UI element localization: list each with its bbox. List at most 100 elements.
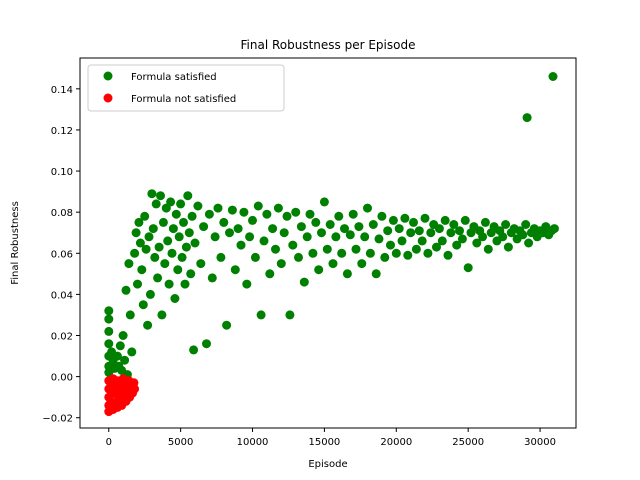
data-point bbox=[104, 314, 114, 324]
data-point bbox=[388, 215, 398, 225]
data-point bbox=[167, 248, 177, 258]
data-point bbox=[140, 211, 150, 221]
data-point bbox=[328, 259, 338, 269]
plot-frame bbox=[79, 57, 577, 429]
data-point bbox=[250, 252, 260, 262]
data-point bbox=[213, 203, 223, 213]
data-point bbox=[314, 265, 324, 275]
data-point bbox=[285, 310, 295, 320]
data-point bbox=[443, 250, 453, 260]
data-point bbox=[239, 207, 249, 217]
data-point bbox=[130, 384, 140, 394]
data-point bbox=[124, 259, 134, 269]
data-point bbox=[138, 300, 148, 310]
data-point bbox=[411, 244, 421, 254]
y-tick-label: 0.12 bbox=[51, 126, 73, 137]
data-point bbox=[478, 232, 488, 242]
data-point bbox=[279, 228, 289, 238]
y-tick-label: 0.04 bbox=[51, 290, 73, 301]
data-point bbox=[368, 220, 378, 229]
data-point bbox=[133, 279, 142, 289]
data-point bbox=[164, 279, 174, 289]
data-point bbox=[363, 203, 372, 213]
data-point bbox=[242, 279, 252, 289]
series-0 bbox=[104, 72, 559, 380]
data-point bbox=[233, 224, 243, 234]
data-point bbox=[548, 72, 558, 81]
data-point bbox=[426, 228, 436, 238]
data-point bbox=[311, 217, 321, 227]
data-point bbox=[179, 217, 188, 227]
data-point bbox=[163, 236, 173, 246]
data-point bbox=[150, 252, 160, 262]
data-point bbox=[414, 226, 424, 236]
chart-title: Final Robustness per Episode bbox=[241, 38, 416, 52]
data-point bbox=[236, 240, 246, 250]
data-point bbox=[308, 248, 318, 258]
data-point bbox=[202, 339, 211, 349]
data-point bbox=[351, 244, 361, 254]
data-point bbox=[127, 347, 137, 357]
data-point bbox=[262, 209, 272, 219]
data-point bbox=[383, 226, 393, 236]
data-point bbox=[120, 355, 130, 365]
data-point bbox=[151, 199, 161, 209]
data-point bbox=[166, 197, 176, 207]
data-point bbox=[455, 226, 464, 236]
y-axis-ticks: −0.02 0.00 0.02 0.04 0.06 0.08 0.10 0.12 0.14 bbox=[42, 85, 80, 425]
data-point bbox=[170, 294, 180, 303]
data-point bbox=[271, 244, 280, 254]
data-point bbox=[176, 199, 186, 209]
data-point bbox=[319, 197, 329, 207]
data-point bbox=[432, 242, 441, 252]
data-point bbox=[186, 269, 196, 279]
data-point bbox=[472, 238, 482, 248]
data-point bbox=[440, 215, 450, 225]
data-point bbox=[135, 238, 145, 248]
data-point bbox=[118, 331, 128, 340]
x-tick-label: 5000 bbox=[168, 437, 193, 448]
data-point bbox=[276, 259, 286, 269]
data-point bbox=[225, 228, 234, 238]
x-axis-ticks: 0 5000 10000 15000 20000 25000 30000 bbox=[106, 428, 556, 448]
y-axis-label: Final Robustness bbox=[10, 201, 21, 285]
data-point bbox=[374, 234, 384, 244]
data-point bbox=[121, 285, 131, 295]
data-point bbox=[480, 217, 490, 227]
data-point bbox=[483, 244, 493, 254]
data-point bbox=[452, 240, 462, 250]
data-point bbox=[386, 240, 395, 250]
data-point bbox=[248, 215, 257, 225]
data-point bbox=[334, 211, 344, 221]
data-point bbox=[207, 273, 217, 283]
data-point bbox=[273, 203, 283, 213]
data-point bbox=[331, 232, 341, 242]
data-point bbox=[227, 205, 237, 215]
data-point bbox=[377, 211, 387, 221]
data-point bbox=[294, 252, 303, 262]
data-point bbox=[449, 220, 459, 229]
data-point bbox=[357, 259, 367, 269]
data-point bbox=[245, 232, 255, 242]
data-point bbox=[171, 209, 181, 219]
data-point bbox=[302, 232, 312, 242]
data-point bbox=[131, 228, 141, 238]
data-point bbox=[104, 326, 114, 336]
x-tick-label: 20000 bbox=[380, 437, 412, 448]
data-point bbox=[210, 232, 220, 242]
data-point bbox=[193, 201, 203, 211]
data-point bbox=[391, 248, 401, 258]
data-point bbox=[348, 209, 358, 219]
data-point bbox=[354, 222, 364, 232]
data-point bbox=[325, 220, 335, 229]
data-point bbox=[305, 209, 315, 219]
data-point bbox=[173, 265, 183, 275]
data-point bbox=[518, 230, 528, 240]
y-tick-label: 0.06 bbox=[51, 249, 73, 260]
data-point bbox=[371, 269, 381, 279]
data-point bbox=[406, 228, 416, 238]
data-point bbox=[204, 209, 214, 219]
data-point bbox=[259, 236, 269, 246]
data-point bbox=[230, 265, 240, 275]
